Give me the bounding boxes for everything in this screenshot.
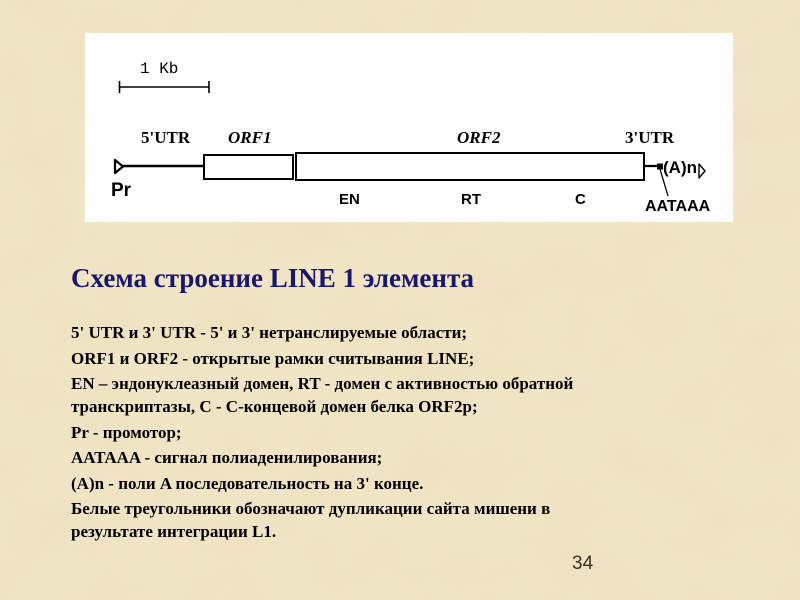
svg-text:ORF1: ORF1 [228,128,271,147]
svg-text:1 Kb: 1 Kb [140,60,178,78]
svg-text:Pr: Pr [111,180,132,201]
svg-text:C: C [575,191,586,208]
svg-text:(A)n: (A)n [663,158,697,177]
svg-text:EN: EN [339,191,360,208]
svg-text:AATAAA: AATAAA [645,198,711,215]
svg-text:5'UTR: 5'UTR [141,128,191,147]
svg-text:RT: RT [461,191,481,208]
svg-text:ORF2: ORF2 [457,128,501,147]
svg-text:3'UTR: 3'UTR [625,128,675,147]
